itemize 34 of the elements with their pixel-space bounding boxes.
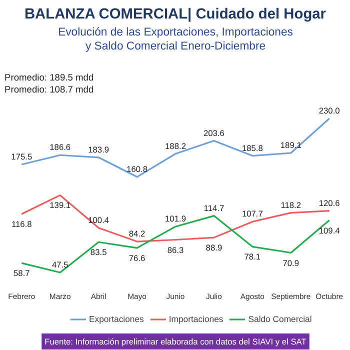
legend-label: Exportaciones bbox=[89, 314, 144, 324]
data-label: 109.4 bbox=[318, 225, 340, 236]
data-label: 186.6 bbox=[50, 142, 71, 152]
data-label: 58.7 bbox=[14, 268, 30, 278]
data-label: 78.1 bbox=[244, 252, 261, 262]
data-label: 203.6 bbox=[203, 128, 225, 138]
data-label: 185.8 bbox=[242, 142, 264, 153]
data-label: 188.2 bbox=[165, 140, 186, 151]
data-label: 83.5 bbox=[90, 247, 108, 258]
data-label: 70.9 bbox=[282, 258, 300, 268]
data-label: 120.6 bbox=[318, 198, 340, 208]
data-label: 86.3 bbox=[167, 244, 184, 255]
data-label: 116.8 bbox=[11, 219, 32, 230]
legend-label: Importaciones bbox=[168, 314, 224, 324]
data-label: 183.9 bbox=[88, 144, 110, 154]
chart-title: BALANZA COMERCIAL| Cuidado del Hogar bbox=[24, 6, 326, 22]
data-label: 175.5 bbox=[11, 151, 32, 162]
data-label: 100.4 bbox=[88, 214, 110, 225]
text: Promedio: 108.7 mdd bbox=[4, 84, 94, 94]
data-label: 47.5 bbox=[52, 260, 69, 270]
legend-label: Saldo Comercial bbox=[248, 314, 312, 324]
chart-subtitle: Evolución de las Exportaciones, Importaciones y Saldo Comercial Enero-Diciembre bbox=[58, 26, 294, 52]
data-label: 107.7 bbox=[242, 208, 264, 219]
data-label: 114.7 bbox=[204, 202, 224, 213]
source-note: Fuente: Información preliminar elaborada con datos del SIAVI y el SAT bbox=[44, 336, 306, 346]
data-label: 139.1 bbox=[50, 200, 71, 210]
data-label: 76.6 bbox=[128, 252, 146, 263]
data-label: 160.8 bbox=[126, 164, 148, 174]
data-label: 230.0 bbox=[318, 106, 340, 116]
data-label: 118.2 bbox=[280, 200, 302, 210]
text: Promedio: 189.5 mdd bbox=[4, 72, 94, 82]
data-label: 101.9 bbox=[165, 214, 186, 224]
data-label: 88.9 bbox=[206, 242, 222, 253]
data-label: 84.2 bbox=[128, 228, 146, 239]
